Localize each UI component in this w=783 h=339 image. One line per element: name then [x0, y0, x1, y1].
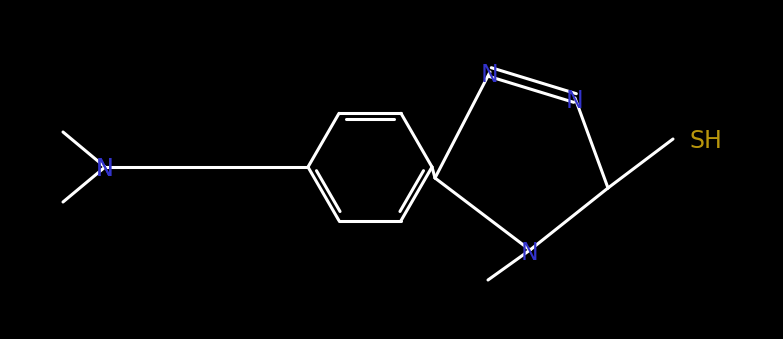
Text: N: N	[481, 62, 499, 86]
Text: SH: SH	[690, 129, 723, 154]
Text: N: N	[96, 158, 114, 181]
Text: N: N	[521, 240, 539, 264]
Text: N: N	[96, 158, 114, 181]
Text: N: N	[566, 88, 584, 113]
